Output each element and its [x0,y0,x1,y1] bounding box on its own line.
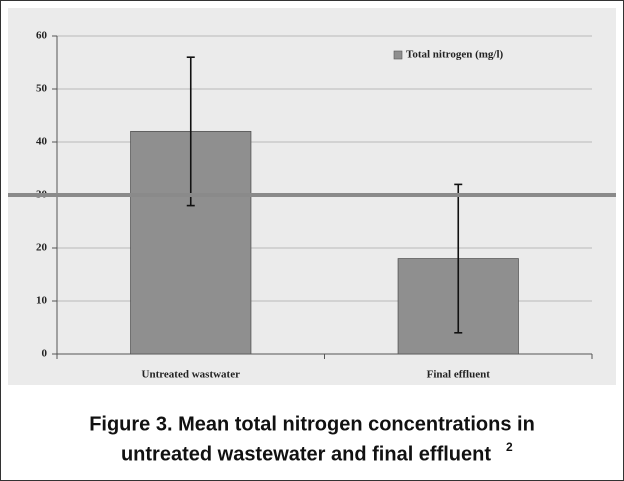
caption: untreated wastewater and final effluent [121,443,491,465]
caption: Figure 3. Mean total nitrogen concentrat… [89,413,535,435]
x-tick-label: Final effluent [427,369,491,381]
legend-label: Total nitrogen (mg/l) [406,49,504,61]
caption-superscript: 2 [506,440,513,454]
y-tick-label: 50 [36,83,48,95]
y-tick-label: 20 [36,242,48,254]
y-tick-label: 60 [36,30,48,42]
legend-swatch [393,50,403,60]
x-tick-label: Untreated wastwater [142,369,241,381]
y-tick-label: 0 [42,348,48,360]
y-tick-label: 40 [36,136,48,148]
y-tick-label: 10 [36,295,48,307]
